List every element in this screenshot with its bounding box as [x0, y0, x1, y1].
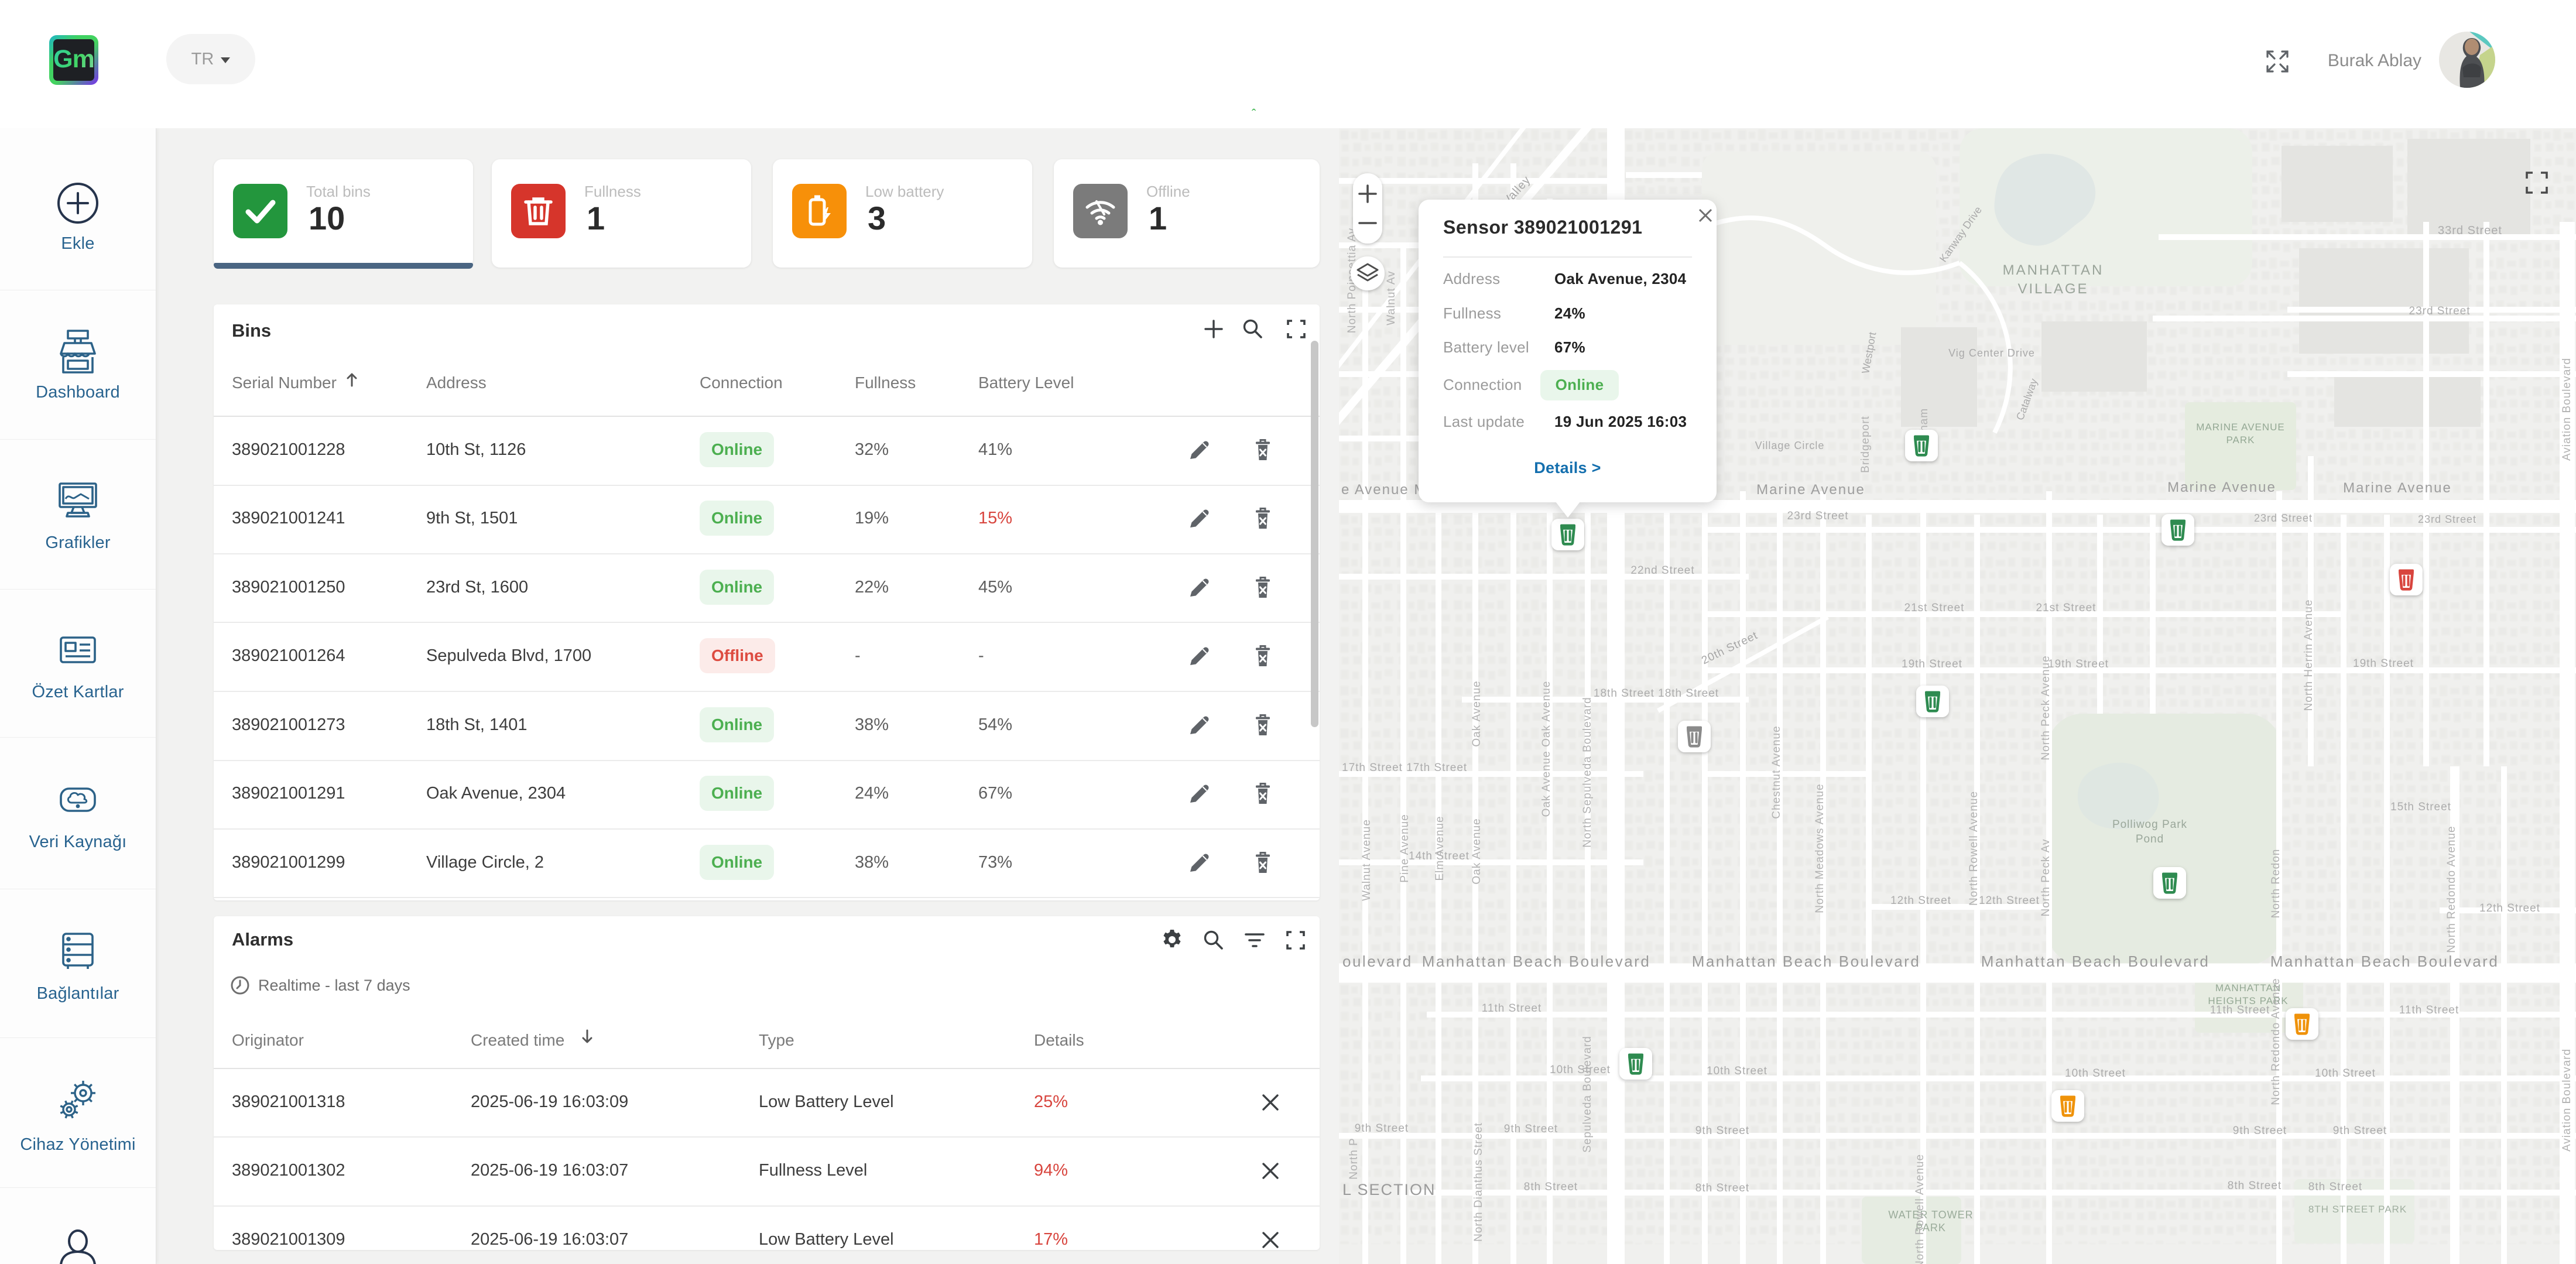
svg-text:Pine Avenue: Pine Avenue: [1399, 814, 1411, 882]
svg-text:67%: 67%: [1554, 338, 1585, 356]
svg-text:10th Street: 10th Street: [2315, 1067, 2376, 1080]
svg-text:Sensor 389021001291: Sensor 389021001291: [1443, 217, 1642, 238]
svg-text:North P: North P: [1348, 1138, 1360, 1179]
svg-text:8th Street: 8th Street: [1695, 1182, 1749, 1194]
svg-text:VILLAGE: VILLAGE: [2017, 281, 2088, 297]
svg-text:Aviation Boulevard: Aviation Boulevard: [2561, 358, 2573, 461]
svg-text:Last update: Last update: [1443, 413, 1525, 430]
svg-text:Aviation Boulevard: Aviation Boulevard: [2561, 1049, 2573, 1152]
svg-text:Oak Avenue Oak Avenue: Oak Avenue Oak Avenue: [1540, 681, 1553, 817]
svg-text:9th Street: 9th Street: [1695, 1125, 1749, 1137]
svg-text:21st Street: 21st Street: [2036, 602, 2097, 614]
svg-text:23rd Street: 23rd Street: [2254, 512, 2313, 524]
svg-text:North Redon: North Redon: [2270, 849, 2282, 919]
svg-text:11th Street: 11th Street: [2210, 1004, 2270, 1016]
svg-text:11th Street: 11th Street: [2399, 1004, 2459, 1016]
svg-text:9th Street: 9th Street: [1355, 1122, 1409, 1135]
svg-text:23rd Street: 23rd Street: [2418, 513, 2476, 525]
svg-text:North Redondo Avenue: North Redondo Avenue: [2270, 978, 2282, 1105]
svg-text:L SECTION: L SECTION: [1342, 1181, 1436, 1198]
svg-text:Oak Avenue: Oak Avenue: [1471, 818, 1483, 884]
svg-text:North Rowell Avenue: North Rowell Avenue: [1914, 1154, 1926, 1264]
svg-text:Vig Center Drive: Vig Center Drive: [1948, 347, 2035, 359]
svg-text:8th Street: 8th Street: [2308, 1181, 2362, 1193]
svg-text:e Avenue M: e Avenue M: [1341, 482, 1427, 498]
svg-text:MARINE AVENUE: MARINE AVENUE: [2196, 422, 2285, 433]
svg-text:Pond: Pond: [2136, 833, 2164, 845]
svg-text:Online: Online: [1556, 376, 1604, 393]
svg-text:PARK: PARK: [2226, 434, 2255, 446]
svg-text:Address: Address: [1443, 270, 1500, 287]
svg-text:9th Street: 9th Street: [2233, 1125, 2287, 1137]
svg-text:Manhattan Beach Boulevard: Manhattan Beach Boulevard: [1981, 953, 2210, 970]
svg-text:North Dianthus Street: North Dianthus Street: [1472, 1122, 1485, 1242]
svg-text:23rd Street: 23rd Street: [2409, 305, 2471, 317]
svg-text:North Peck Avenue: North Peck Avenue: [2040, 655, 2052, 760]
svg-text:12th Street: 12th Street: [2479, 902, 2540, 914]
svg-text:North Herrin Avenue: North Herrin Avenue: [2303, 600, 2315, 711]
svg-text:10th Street: 10th Street: [1550, 1064, 1611, 1076]
svg-text:9th Street: 9th Street: [1504, 1123, 1558, 1135]
svg-text:PARK: PARK: [1916, 1222, 1946, 1234]
svg-text:10th Street: 10th Street: [2065, 1067, 2126, 1080]
svg-text:MANHATTAN: MANHATTAN: [2215, 982, 2281, 994]
svg-text:Manhattan Beach Boulevard: Manhattan Beach Boulevard: [1692, 953, 1921, 970]
svg-text:Bridgeport: Bridgeport: [1859, 416, 1872, 473]
svg-text:Marine Avenue: Marine Avenue: [1756, 482, 1865, 498]
svg-text:19th Street: 19th Street: [2048, 658, 2109, 670]
svg-text:Walnut Avenue: Walnut Avenue: [1361, 819, 1373, 901]
svg-text:Details >: Details >: [1534, 459, 1601, 477]
svg-text:12th Street: 12th Street: [1979, 895, 2040, 907]
svg-text:oulevard: oulevard: [1342, 953, 1413, 970]
svg-text:Village Circle: Village Circle: [1755, 440, 1825, 451]
svg-text:Elm Avenue: Elm Avenue: [1434, 816, 1446, 881]
svg-text:14th Street: 14th Street: [1409, 850, 1469, 862]
svg-text:33rd Street: 33rd Street: [2438, 224, 2502, 237]
svg-text:Chestnut Avenue: Chestnut Avenue: [1770, 725, 1783, 818]
svg-text:17th Street 17th Street: 17th Street 17th Street: [1342, 762, 1467, 774]
svg-text:Marine Avenue: Marine Avenue: [2167, 479, 2276, 495]
svg-text:Marine Avenue: Marine Avenue: [2343, 480, 2452, 496]
svg-text:23rd Street: 23rd Street: [1787, 510, 1849, 522]
svg-text:North Poinsettia Av: North Poinsettia Av: [1346, 228, 1358, 333]
svg-text:9th Street: 9th Street: [2333, 1125, 2387, 1137]
svg-text:North Rowell Avenue: North Rowell Avenue: [1968, 791, 1980, 906]
svg-text:11th Street: 11th Street: [1482, 1002, 1542, 1015]
svg-text:Oak Avenue: Oak Avenue: [1471, 680, 1483, 746]
svg-text:21st Street: 21st Street: [1904, 602, 1965, 614]
svg-text:Walnut Av: Walnut Av: [1385, 270, 1397, 326]
svg-text:8TH STREET PARK: 8TH STREET PARK: [2308, 1204, 2407, 1215]
svg-text:WATER TOWER: WATER TOWER: [1888, 1209, 1973, 1221]
svg-text:8th Street: 8th Street: [2228, 1180, 2282, 1192]
svg-text:18th Street 18th Street: 18th Street 18th Street: [1594, 687, 1719, 700]
svg-text:Sepulveda Boulevard: Sepulveda Boulevard: [1581, 1036, 1594, 1153]
svg-text:Oak Avenue, 2304: Oak Avenue, 2304: [1554, 270, 1687, 287]
svg-text:HEIGHTS PARK: HEIGHTS PARK: [2208, 995, 2288, 1006]
svg-text:Connection: Connection: [1443, 376, 1522, 393]
svg-text:19th Street: 19th Street: [2353, 657, 2414, 670]
svg-text:22nd Street: 22nd Street: [1630, 564, 1694, 577]
svg-text:24%: 24%: [1554, 304, 1585, 322]
svg-text:North Meadows Avenue: North Meadows Avenue: [1814, 783, 1826, 913]
svg-text:10th Street: 10th Street: [1707, 1065, 1767, 1077]
svg-text:North Peck Av: North Peck Av: [2040, 838, 2052, 916]
svg-text:12th Street: 12th Street: [1890, 895, 1951, 907]
svg-text:Manhattan Beach Boulevard: Manhattan Beach Boulevard: [1422, 953, 1651, 970]
svg-text:North Redondo Avenue: North Redondo Avenue: [2445, 825, 2458, 953]
svg-text:19th Street: 19th Street: [1902, 658, 1962, 670]
svg-text:North Sepulveda Boulevard: North Sepulveda Boulevard: [1581, 697, 1594, 847]
svg-text:15th Street: 15th Street: [2390, 801, 2451, 813]
svg-text:19 Jun 2025 16:03: 19 Jun 2025 16:03: [1554, 413, 1687, 430]
svg-text:8th Street: 8th Street: [1524, 1181, 1578, 1193]
svg-text:Manhattan Beach Boulevard: Manhattan Beach Boulevard: [2270, 953, 2499, 970]
svg-text:MANHATTAN: MANHATTAN: [2003, 262, 2104, 278]
svg-text:Polliwog Park: Polliwog Park: [2112, 818, 2187, 831]
svg-text:Battery level: Battery level: [1443, 338, 1529, 356]
svg-text:Fullness: Fullness: [1443, 304, 1501, 322]
